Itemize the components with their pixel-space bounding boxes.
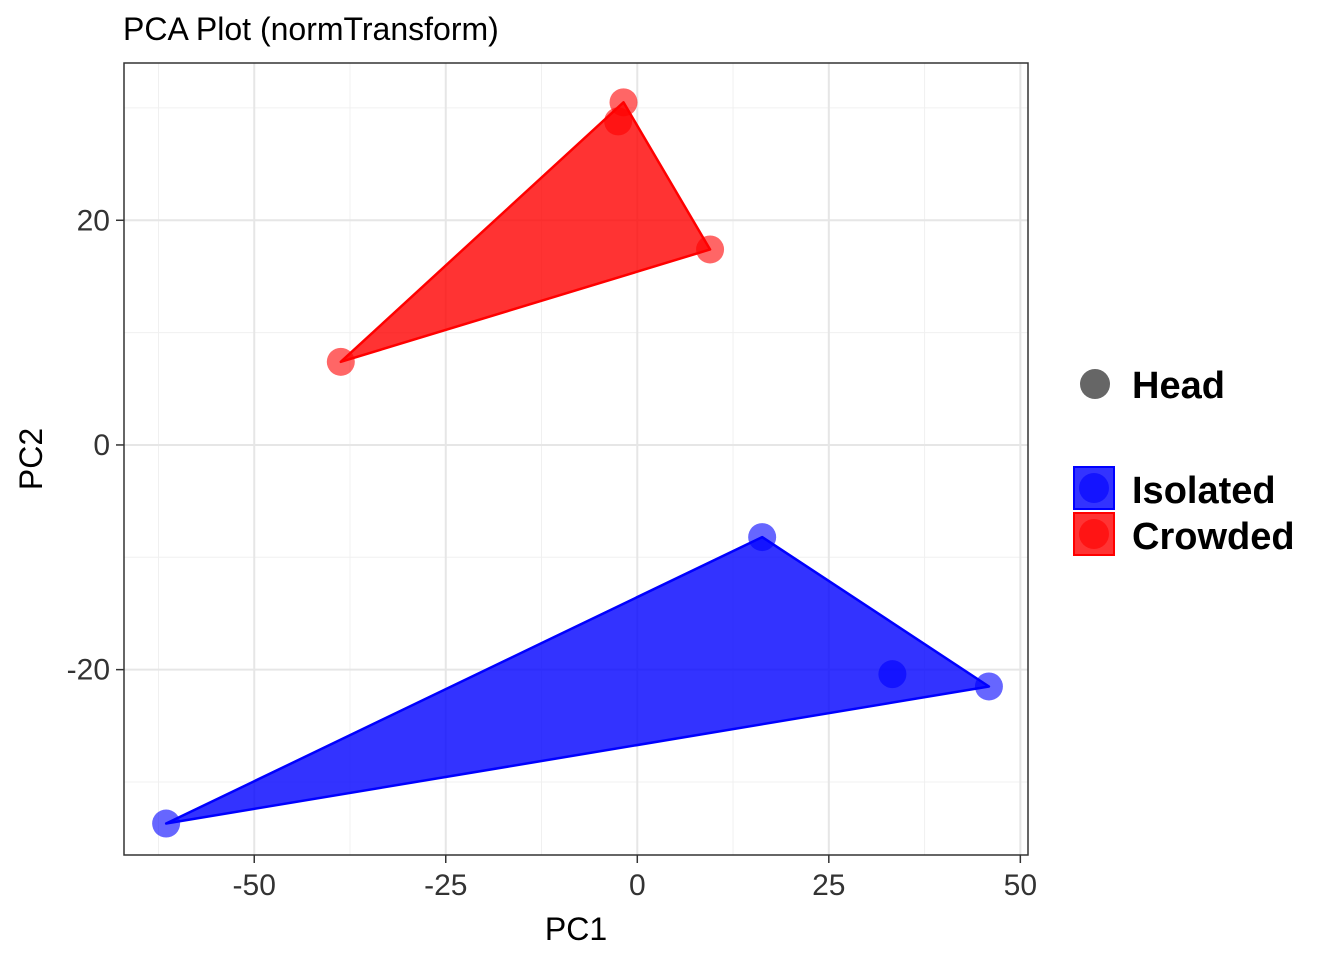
hull-polygons [164, 101, 991, 825]
x-tick-label: -25 [424, 869, 467, 902]
x-tick-label: 0 [629, 869, 646, 902]
x-tick-label: -50 [233, 869, 276, 902]
axis-ticks: -50 -25 0 25 50 -20 0 20 [67, 204, 1037, 902]
legend-label-crowded: Crowded [1132, 516, 1295, 558]
y-tick-label: 20 [77, 204, 110, 237]
data-points [152, 88, 1003, 838]
point-crowded [604, 107, 633, 136]
legend-key-isolated-point [1079, 473, 1109, 503]
y-axis-title: PC2 [13, 428, 49, 490]
point-isolated [152, 809, 181, 838]
point-isolated [748, 523, 777, 552]
point-isolated [974, 672, 1003, 701]
x-tick-label: 25 [812, 869, 845, 902]
legend-shape-label: Head [1132, 365, 1225, 407]
y-tick-label: -20 [67, 654, 110, 687]
legend-label-isolated: Isolated [1132, 470, 1276, 512]
legend-shape-key [1080, 369, 1110, 399]
plot-panel-border [123, 62, 1029, 856]
x-tick-label: 50 [1004, 869, 1037, 902]
point-crowded [696, 235, 725, 264]
legend: Head Isolated Crowded [1073, 365, 1295, 558]
hull-isolated [164, 535, 991, 825]
y-tick-label: 0 [93, 429, 110, 462]
point-crowded [326, 347, 355, 376]
chart-title: PCA Plot (normTransform) [123, 11, 499, 47]
hull-crowded [339, 101, 712, 364]
point-isolated [878, 660, 907, 689]
legend-key-crowded-point [1079, 519, 1109, 549]
x-axis-title: PC1 [545, 911, 607, 947]
